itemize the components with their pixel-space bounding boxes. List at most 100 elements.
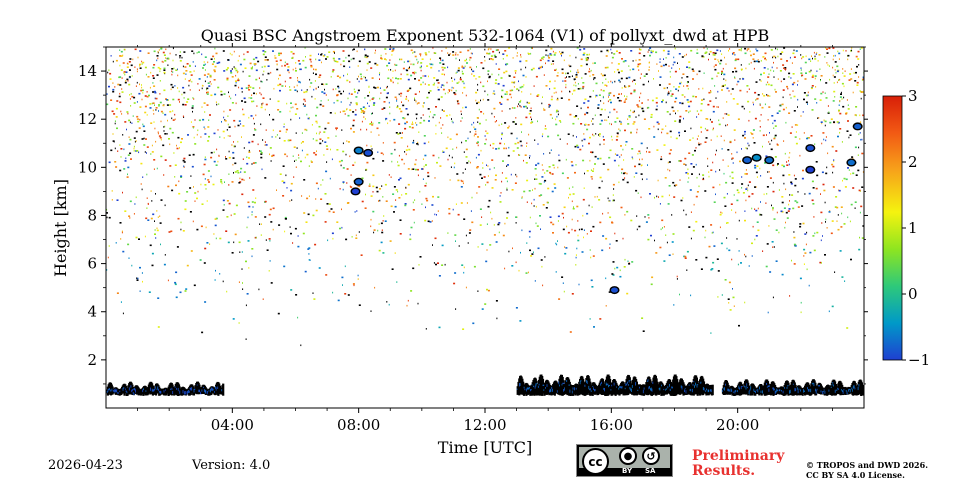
data-pixel [830,118,833,120]
data-pixel [262,139,264,141]
data-pixel [669,113,671,116]
data-pixel [671,67,673,69]
data-pixel [549,104,551,107]
data-pixel [411,126,414,129]
data-pixel [712,186,715,189]
data-pixel [486,132,489,135]
data-pixel [423,102,425,104]
data-pixel [350,127,352,130]
data-pixel [793,174,795,177]
data-pixel [737,189,738,191]
data-pixel [327,239,329,242]
data-pixel [661,219,664,222]
data-pixel [616,111,618,113]
data-pixel [684,130,686,132]
data-pixel [175,69,178,71]
data-pixel [154,220,155,222]
data-pixel [159,70,161,73]
data-pixel [811,85,814,87]
data-pixel [128,83,131,86]
data-pixel [685,110,688,112]
data-pixel [295,294,298,296]
data-pixel [686,76,689,78]
data-pixel [714,52,717,55]
data-pixel [734,76,736,78]
data-pixel [460,120,462,122]
data-pixel [826,62,828,64]
data-pixel [463,266,465,269]
data-pixel [778,110,781,112]
data-pixel [837,214,839,216]
data-pixel [368,61,371,63]
data-pixel [750,54,752,57]
data-pixel [422,105,424,107]
data-pixel [122,250,125,253]
data-pixel [561,212,564,215]
data-pixel [589,136,591,139]
data-pixel [310,61,312,63]
data-pixel [504,267,506,270]
data-pixel [457,54,459,56]
data-pixel [685,53,687,56]
data-pixel [681,102,684,105]
cloud-layer [516,374,714,396]
data-pixel [602,135,604,138]
data-pixel [163,69,166,71]
data-pixel [683,209,685,212]
data-pixel [509,89,512,92]
data-pixel [390,176,392,178]
data-pixel [575,256,577,259]
data-pixel [721,72,724,74]
data-pixel [173,152,175,154]
data-pixel [365,169,367,171]
data-pixel [808,137,810,139]
data-pixel [550,47,553,50]
blob-core [765,157,773,163]
data-pixel [487,165,489,167]
data-pixel [385,200,388,202]
data-pixel [264,216,267,218]
data-pixel [262,50,265,52]
data-pixel [678,119,681,121]
data-pixel [315,209,318,212]
data-pixel [671,241,674,243]
data-pixel [154,233,156,235]
data-pixel [164,60,167,62]
data-pixel [461,117,463,119]
data-pixel [727,165,729,167]
data-pixel [839,128,842,130]
data-pixel [218,61,221,64]
data-pixel [757,94,760,96]
data-pixel [833,55,834,57]
data-pixel [370,310,372,312]
data-pixel [436,79,439,82]
data-pixel [513,107,516,109]
data-pixel [766,94,768,96]
data-pixel [626,181,629,184]
data-pixel [515,307,518,309]
data-pixel [141,63,143,65]
data-pixel [795,50,798,52]
data-pixel [141,98,143,101]
data-pixel [428,115,430,118]
data-pixel [632,111,635,114]
data-pixel [126,62,128,65]
data-pixel [513,76,516,78]
data-pixel [342,60,345,62]
data-pixel [361,109,362,111]
data-pixel [370,67,373,69]
data-pixel [665,234,667,236]
data-pixel [404,203,407,205]
data-pixel [494,93,496,95]
data-pixel [767,94,769,97]
data-pixel [855,174,858,176]
data-pixel [262,298,264,300]
data-pixel [548,103,551,106]
data-pixel [729,48,731,50]
data-pixel [217,129,219,131]
data-pixel [664,177,667,179]
data-pixel [146,114,148,116]
data-pixel [782,89,785,91]
data-pixel [421,203,423,205]
data-pixel [628,65,630,67]
